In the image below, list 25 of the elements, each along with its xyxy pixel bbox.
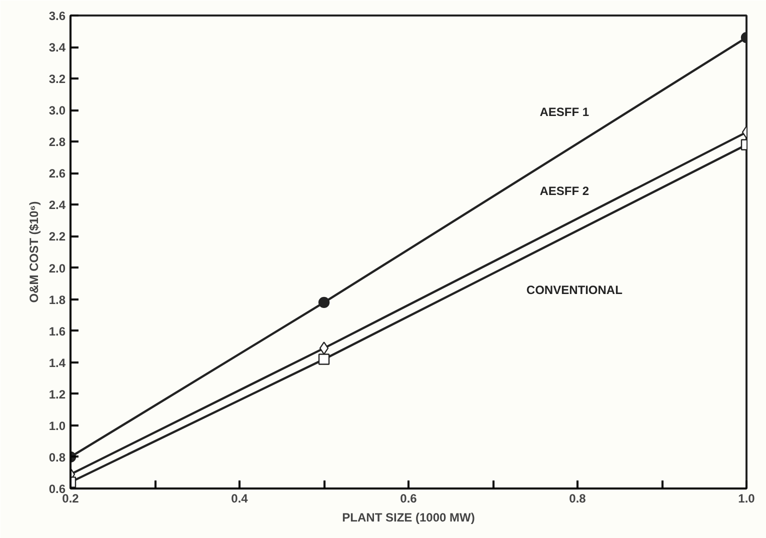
series-label: AESFF 2	[540, 184, 590, 198]
x-tick-label: 0.8	[569, 492, 586, 506]
y-tick-label: 0.8	[48, 450, 66, 464]
y-tick-label: 3.0	[48, 104, 66, 118]
y-tick-label: 2.4	[48, 198, 66, 212]
y-tick-label: 2.6	[48, 166, 66, 181]
y-tick-label: 2.8	[48, 135, 66, 150]
x-tick-label: 0.6	[400, 492, 418, 506]
y-tick-label: 1.2	[48, 387, 66, 402]
y-tick-label: 2.2	[48, 230, 66, 244]
y-tick-label: 1.4	[48, 356, 66, 370]
y-axis-title: O&M COST ($10⁶)	[26, 201, 41, 303]
y-tick-label: 1.8	[48, 292, 66, 307]
x-tick-label: 1.0	[738, 492, 756, 506]
x-tick-label: 0.2	[62, 492, 80, 506]
y-tick-label: 2.0	[48, 261, 66, 276]
x-axis-title: PLANT SIZE (1000 MW)	[342, 510, 475, 524]
series-label: CONVENTIONAL	[526, 282, 622, 297]
x-tick-label: 0.4	[231, 492, 248, 506]
y-tick-label: 3.4	[48, 40, 66, 55]
y-tick-label: 1.6	[48, 324, 66, 338]
y-tick-label: 3.6	[48, 9, 66, 23]
series-label: AESFF 1	[540, 104, 590, 119]
y-tick-label: 3.2	[48, 72, 66, 86]
y-tick-label: 1.0	[48, 418, 66, 433]
